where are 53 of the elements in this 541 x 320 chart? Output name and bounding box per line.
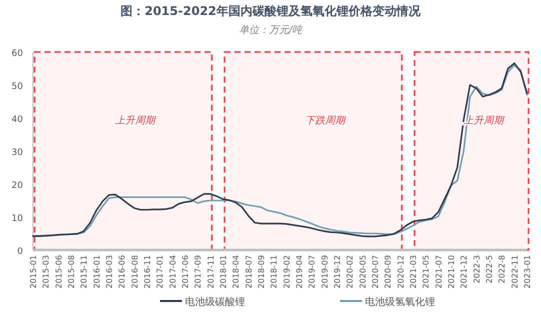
x-tick-label: 2019-04 <box>295 255 304 288</box>
x-tick-label: 2019-09 <box>320 255 330 288</box>
x-tick-label: 2017-01 <box>156 255 165 288</box>
band-label: 下跌周期 <box>305 114 348 126</box>
y-tick-label: 0 <box>17 247 24 257</box>
x-tick-label: 2015-08 <box>67 255 76 288</box>
x-tick-label: 2020-05 <box>358 255 368 288</box>
x-tick-label: 2016-06 <box>118 255 127 288</box>
x-tick-label: 2019-07 <box>308 255 317 288</box>
x-tick-label: 2016-11 <box>143 255 152 288</box>
x-tick-label: 2021-03 <box>409 255 418 288</box>
x-tick-label: 2019-12 <box>333 255 342 288</box>
chart-subtitle: 单位：万元/吨 <box>238 24 304 36</box>
x-tick-label: 2021-05 <box>422 255 431 288</box>
x-tick-label: 2016-08 <box>130 255 140 288</box>
x-tick-label: 2021-12 <box>460 255 469 288</box>
x-tick-label: 2018-01 <box>219 255 228 288</box>
x-tick-label: 2023-01 <box>523 255 532 288</box>
legend-label: 电池级氢氧化锂 <box>365 296 435 308</box>
chart-title: 图：2015-2022年国内碳酸锂及氢氧化锂价格变动情况 <box>120 4 422 18</box>
y-tick-label: 50 <box>12 82 24 92</box>
y-tick-label: 30 <box>12 148 24 158</box>
x-tick-label: 2022-5 <box>485 255 494 284</box>
x-tick-label: 2022-11 <box>510 255 520 288</box>
x-tick-label: 2018-11 <box>270 255 279 288</box>
x-tick-label: 2015-06 <box>54 255 64 288</box>
band-label: 上升周期 <box>115 114 158 126</box>
x-tick-label: 2022-8 <box>498 255 507 284</box>
x-tick-label: 2021-07 <box>434 255 444 288</box>
y-tick-label: 10 <box>12 214 24 224</box>
x-tick-label: 2016-01 <box>92 255 102 288</box>
legend-label: 电池级碳酸锂 <box>185 296 245 308</box>
x-tick-label: 2020-12 <box>396 255 406 288</box>
x-tick-label: 2022-3 <box>472 255 482 284</box>
x-tick-label: 2020-07 <box>371 255 380 288</box>
x-tick-label: 2015-01 <box>29 255 38 288</box>
x-tick-label: 2018-09 <box>257 255 266 288</box>
y-tick-label: 60 <box>12 49 24 59</box>
x-tick-label: 2018-04 <box>232 255 241 288</box>
x-tick-label: 2015-11 <box>80 255 89 288</box>
y-tick-label: 40 <box>12 115 24 125</box>
y-tick-label: 20 <box>12 181 24 191</box>
x-tick-label: 2017-11 <box>206 255 216 288</box>
x-tick-label: 2015-03 <box>42 255 51 288</box>
x-tick-label: 2018-07 <box>244 255 254 288</box>
x-tick-label: 2017-04 <box>168 255 178 288</box>
x-tick-label: 2020-09 <box>384 255 393 288</box>
x-tick-label: 2019-02 <box>282 255 292 288</box>
x-tick-label: 2020-02 <box>346 255 355 288</box>
x-tick-label: 2016-03 <box>105 255 114 288</box>
x-tick-label: 2021-10 <box>447 255 456 288</box>
x-tick-label: 2017-06 <box>181 255 190 288</box>
x-tick-label: 2017-09 <box>194 255 203 288</box>
